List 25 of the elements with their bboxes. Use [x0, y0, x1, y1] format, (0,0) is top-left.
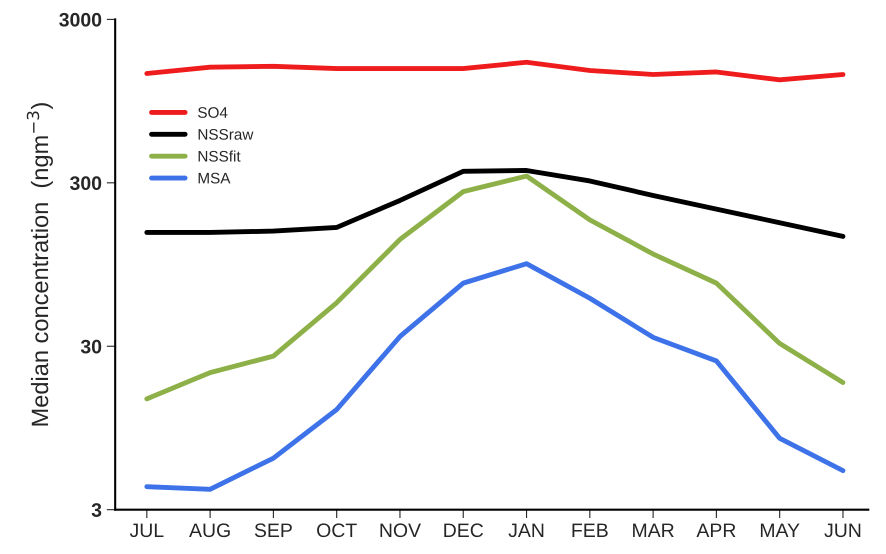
x-tick-label: DEC: [444, 523, 484, 538]
x-tick-label: JUN: [824, 524, 860, 538]
y-tick-label: 3: [92, 503, 102, 517]
x-tick-label: MAR: [633, 524, 674, 537]
x-tick-label: JAN: [508, 524, 544, 538]
y-tick-label: 300: [70, 176, 102, 190]
x-tick-label: OCT: [317, 523, 357, 538]
y-tick-label: 3000: [59, 12, 102, 27]
x-tick-label: APR: [696, 524, 736, 537]
line-series: [144, 60, 846, 82]
line-series: [144, 261, 846, 492]
legend-label: SO4: [198, 107, 228, 118]
x-tick-label: AUG: [189, 523, 230, 538]
line-series: [144, 168, 846, 239]
line-series: [144, 174, 846, 402]
y-axis-title: Median concentration (ngm$^{−3}$): [26, 103, 53, 426]
legend-label: MSA: [198, 172, 230, 184]
x-tick-label: NOV: [380, 523, 421, 538]
y-tick-label: 30: [80, 340, 102, 354]
legend-label: NSSfit: [198, 150, 241, 162]
x-tick-label: SEP: [254, 523, 292, 538]
legend-label: NSSraw: [198, 128, 254, 140]
x-tick-label: JUL: [130, 524, 164, 538]
x-tick-label: FEB: [572, 524, 608, 537]
x-tick-label: MAY: [760, 524, 800, 537]
